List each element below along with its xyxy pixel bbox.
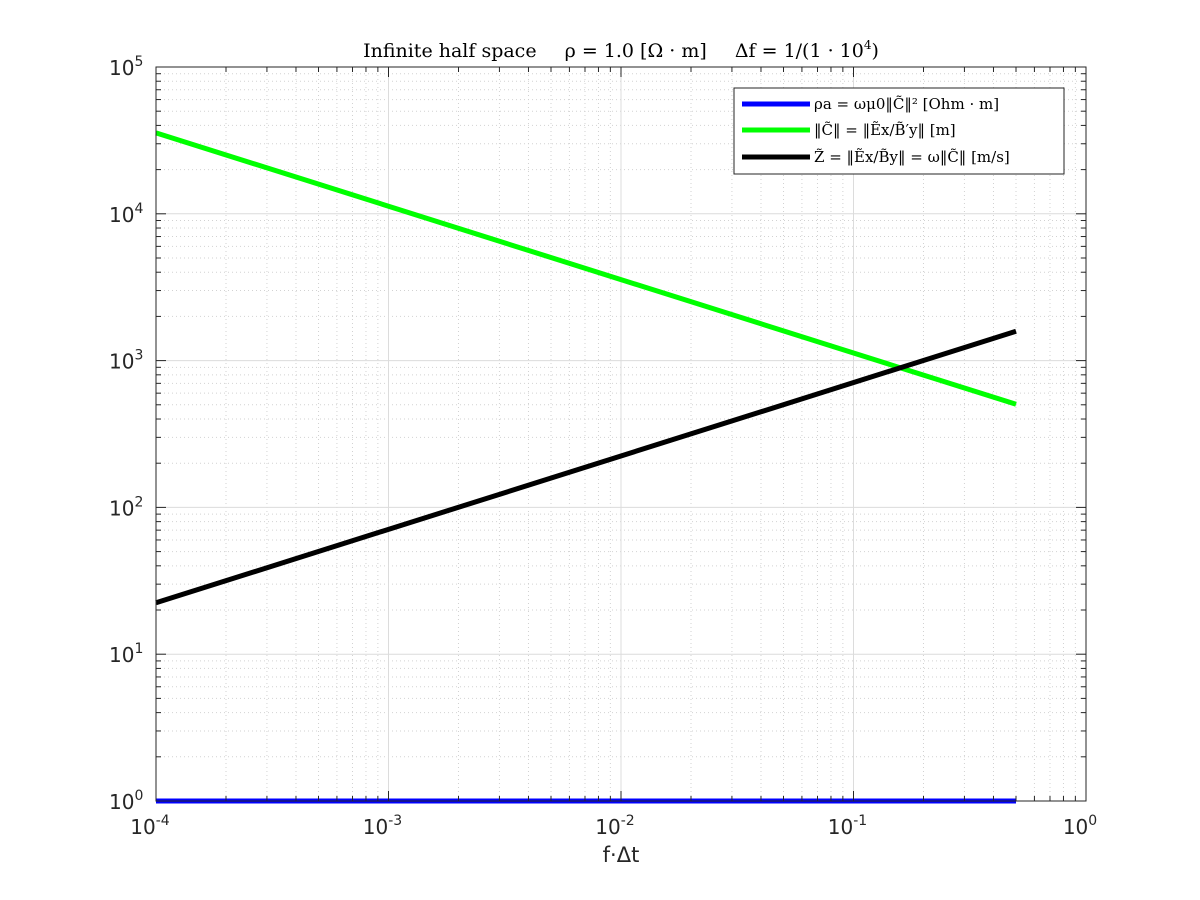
y-tick-label: 101	[109, 641, 143, 667]
x-tick-base: 10	[130, 815, 155, 839]
y-tick-base: 10	[109, 643, 134, 667]
axes	[155, 66, 1087, 804]
title-df-exp: 4	[864, 38, 872, 52]
y-tick-exp: 2	[134, 494, 143, 510]
legend-label-1: ρa = ωμ0‖C̃‖² [Ohm · m]	[814, 95, 999, 113]
y-tick-exp: 5	[134, 54, 143, 70]
title-rho: ρ = 1.0 [Ω · m]	[565, 40, 707, 62]
y-tick-base: 10	[109, 790, 134, 814]
axes-box	[155, 66, 1087, 802]
x-tick-label: 10-1	[828, 813, 867, 839]
title-df-close: )	[872, 40, 879, 62]
y-tick-label: 105	[109, 54, 143, 80]
x-axis-label: f·Δt	[603, 843, 640, 867]
x-tick-exp: -2	[621, 813, 635, 829]
chart-title: Infinite half space ρ = 1.0 [Ω · m] Δf =…	[363, 38, 879, 62]
y-tick-base: 10	[109, 203, 134, 227]
y-tick-base: 10	[109, 56, 134, 80]
y-tick-exp: 3	[134, 348, 143, 364]
legend-label-2: ‖C̃‖ = ‖Ẽx/B̃′y‖ [m]	[814, 121, 956, 139]
major-grid	[156, 67, 1086, 801]
y-tick-exp: 4	[134, 201, 143, 217]
x-tick-labels: 10-4 10-3 10-2 10-1 100	[130, 813, 1097, 839]
series-line-2	[155, 130, 1017, 407]
x-tick-exp: 0	[1088, 813, 1097, 829]
y-tick-label: 104	[109, 201, 143, 227]
y-tick-exp: 1	[134, 641, 143, 657]
legend: ρa = ωμ0‖C̃‖² [Ohm · m] ‖C̃‖ = ‖Ẽx/B̃′y‖ …	[733, 87, 1065, 175]
y-tick-label: 103	[109, 348, 143, 374]
x-tick-label: 10-4	[130, 813, 170, 839]
ticks	[155, 66, 1087, 802]
x-tick-label: 10-2	[595, 813, 634, 839]
series-line-3	[155, 328, 1017, 606]
x-tick-exp: -4	[156, 813, 170, 829]
x-tick-label: 100	[1063, 813, 1097, 839]
y-tick-base: 10	[109, 350, 134, 374]
x-tick-exp: -3	[388, 813, 402, 829]
y-tick-label: 100	[109, 788, 143, 814]
x-tick-base: 10	[363, 815, 388, 839]
y-tick-base: 10	[109, 496, 134, 520]
x-tick-base: 10	[1063, 815, 1088, 839]
x-tick-exp: -1	[853, 813, 867, 829]
title-prefix: Infinite half space	[363, 40, 537, 62]
y-tick-label: 102	[109, 494, 143, 520]
x-tick-label: 10-3	[363, 813, 402, 839]
x-tick-base: 10	[828, 815, 853, 839]
x-tick-base: 10	[595, 815, 620, 839]
y-tick-exp: 0	[134, 788, 143, 804]
title-df: Δf = 1/(1 · 10	[735, 40, 864, 62]
legend-label-3: Z̃ = ‖Ẽx/B̃y‖ = ω‖C̃‖ [m/s]	[814, 148, 1010, 166]
legend-items: ρa = ωμ0‖C̃‖² [Ohm · m] ‖C̃‖ = ‖Ẽx/B̃′y‖ …	[742, 95, 1010, 166]
